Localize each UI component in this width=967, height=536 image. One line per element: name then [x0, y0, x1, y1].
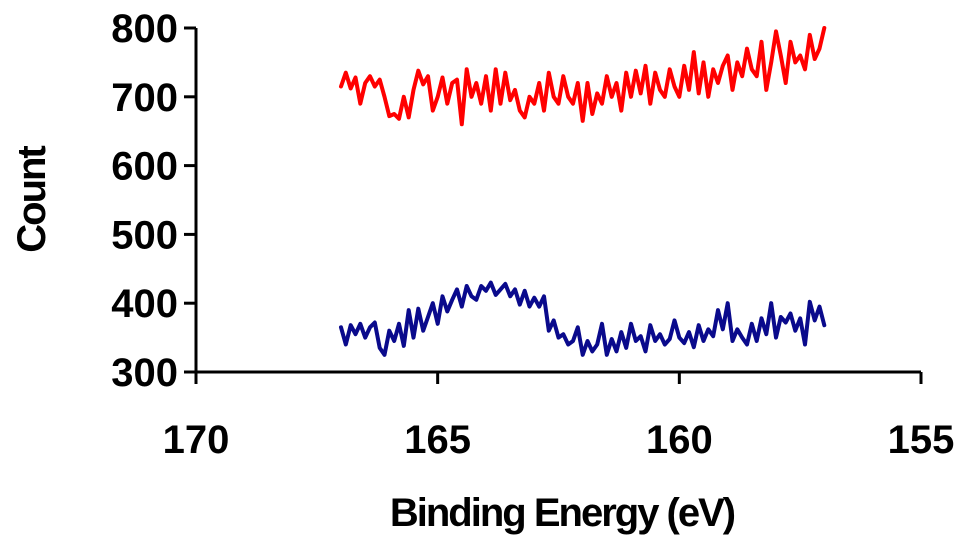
x-tick-label: 155: [888, 418, 955, 462]
y-axis-title: Count: [10, 146, 54, 253]
x-axis: 170 165 160 155: [163, 370, 955, 462]
x-axis-title: Binding Energy (eV): [390, 491, 735, 535]
x-tick-label: 170: [163, 418, 230, 462]
y-axis: 300 400 500 600 700 800: [111, 7, 198, 395]
y-tick-label: 500: [111, 213, 178, 257]
y-tick-label: 400: [111, 282, 178, 326]
plot-area: [339, 26, 827, 357]
y-tick-label: 300: [111, 351, 178, 395]
series-line-1: [339, 26, 827, 127]
y-tick-label: 600: [111, 145, 178, 189]
y-tick-label: 800: [111, 7, 178, 51]
series-line-2: [339, 280, 827, 357]
x-tick-label: 165: [404, 418, 471, 462]
y-tick-label: 700: [111, 76, 178, 120]
x-tick-label: 160: [646, 418, 713, 462]
